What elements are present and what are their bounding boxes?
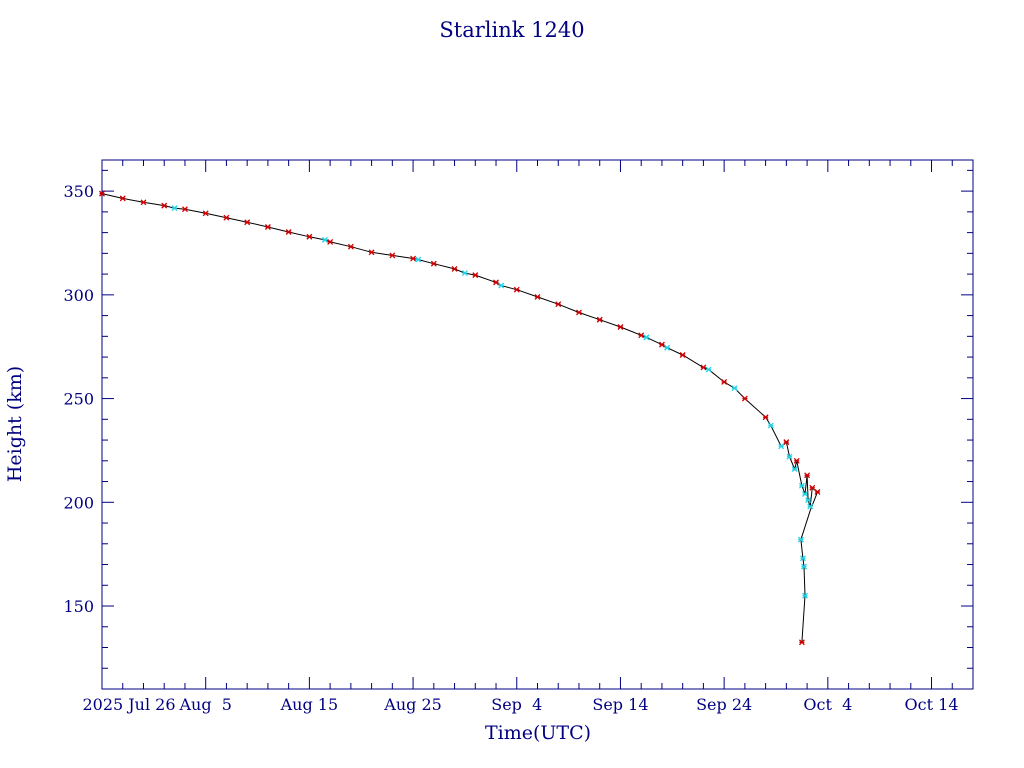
cyan-data-point xyxy=(802,491,808,497)
red-data-point xyxy=(555,301,562,308)
x-tick-labels: 2025 Jul 26 Aug 5 Aug 15 Aug 25 Sep 4 Sep 14 S… xyxy=(82,695,958,714)
red-data-point xyxy=(99,190,105,197)
x-tick-label: Sep 4 xyxy=(491,695,542,714)
y-axis-label: Height (km) xyxy=(4,366,26,482)
red-data-point xyxy=(368,249,375,256)
red-data-point xyxy=(804,472,811,479)
cyan-data-point xyxy=(786,453,793,460)
red-data-point xyxy=(700,364,707,371)
cyan-data-point xyxy=(705,366,712,373)
x-tick-label: Aug 25 xyxy=(383,695,442,714)
red-data-point xyxy=(264,224,271,230)
cyan-data-point xyxy=(498,282,505,289)
cyan-data-point xyxy=(731,385,738,392)
x-tick-label: 2025 Jul 26 xyxy=(82,695,175,714)
red-data-point xyxy=(285,229,292,235)
red-data-point xyxy=(347,243,354,250)
cyan-data-point xyxy=(461,270,468,277)
red-data-point xyxy=(389,252,396,259)
cyan-data-point xyxy=(797,536,804,543)
x-tick-label: Sep 14 xyxy=(592,695,648,714)
red-data-point xyxy=(679,352,686,358)
observation-points xyxy=(99,190,821,646)
cyan-data-point xyxy=(643,334,650,341)
red-data-point xyxy=(161,202,168,209)
x-axis-label: Time(UTC) xyxy=(485,722,591,744)
cyan-data-point xyxy=(415,256,422,263)
red-data-point xyxy=(576,309,582,316)
red-data-point xyxy=(181,206,188,213)
red-data-point xyxy=(306,233,313,240)
y-tick-label: 150 xyxy=(63,597,94,616)
y-tick-label: 350 xyxy=(63,182,94,201)
x-tick-label: Oct 14 xyxy=(905,695,959,714)
red-data-point xyxy=(223,214,230,221)
x-tick-label: Aug 15 xyxy=(280,695,339,714)
cyan-data-point xyxy=(767,422,774,429)
red-data-point xyxy=(762,414,769,421)
red-data-point xyxy=(451,265,458,272)
x-tick-label: Sep 24 xyxy=(696,695,752,714)
x-tick-label: Oct 4 xyxy=(803,695,852,714)
y-tick-label: 300 xyxy=(63,286,94,305)
red-data-point xyxy=(798,639,805,646)
cyan-data-point xyxy=(798,482,805,489)
plot-frame xyxy=(101,159,974,690)
red-data-point xyxy=(814,488,821,495)
cyan-data-point xyxy=(799,555,806,562)
y-tick-label: 200 xyxy=(63,493,94,512)
red-data-point xyxy=(534,293,541,300)
red-data-point xyxy=(513,286,520,293)
red-data-point xyxy=(658,341,665,348)
cyan-data-point xyxy=(171,205,178,212)
axis-ticks xyxy=(101,160,974,689)
red-data-point xyxy=(140,199,147,206)
red-data-point xyxy=(809,484,816,491)
red-data-point xyxy=(202,210,209,217)
red-data-point xyxy=(721,379,728,385)
red-data-point xyxy=(617,324,624,330)
y-tick-labels: 150 200 250 300 350 xyxy=(63,182,94,616)
red-data-point xyxy=(244,219,251,226)
cyan-data-point xyxy=(801,563,807,570)
decay-curve-line xyxy=(101,193,819,643)
red-data-point xyxy=(741,395,748,402)
cyan-data-point xyxy=(805,497,812,504)
cyan-data-point xyxy=(807,503,814,510)
red-data-point xyxy=(472,272,479,279)
red-data-point xyxy=(430,260,437,267)
red-data-point xyxy=(596,316,603,323)
cyan-data-point xyxy=(802,592,808,599)
cyan-data-point xyxy=(664,344,671,351)
x-tick-label: Aug 5 xyxy=(178,695,231,714)
red-data-point xyxy=(493,279,499,286)
y-tick-label: 250 xyxy=(63,390,94,409)
cyan-data-point xyxy=(321,236,328,243)
red-data-point xyxy=(783,439,790,446)
red-data-point xyxy=(327,238,334,245)
chart-title: Starlink 1240 xyxy=(439,18,584,42)
red-data-point xyxy=(793,457,800,464)
cyan-data-point xyxy=(778,443,785,450)
red-data-point xyxy=(119,195,126,202)
cyan-data-point xyxy=(791,466,798,473)
red-data-point xyxy=(410,255,417,262)
red-data-point xyxy=(638,332,645,339)
